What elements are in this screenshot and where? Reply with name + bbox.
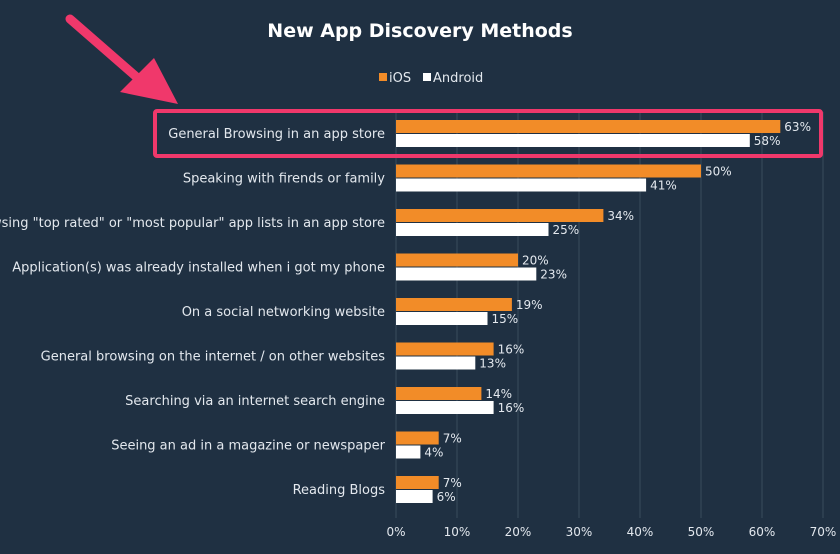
value-labels: 63%58%50%41%34%25%20%23%19%15%16%13%14%1… xyxy=(424,120,811,504)
value-label: 16% xyxy=(498,343,525,357)
value-label: 7% xyxy=(443,476,462,490)
x-tick-label: 30% xyxy=(566,525,593,539)
value-label: 23% xyxy=(540,268,567,282)
value-label: 63% xyxy=(784,120,811,134)
bar-ios xyxy=(396,120,781,133)
bar-ios xyxy=(396,387,482,400)
bar-android xyxy=(396,401,494,414)
bar-android xyxy=(396,312,488,325)
value-label: 19% xyxy=(516,298,543,312)
x-tick-label: 0% xyxy=(386,525,405,539)
bar-android xyxy=(396,267,537,281)
category-label: Application(s) was already installed whe… xyxy=(12,261,385,276)
legend-swatch-android xyxy=(423,73,431,81)
bar-ios xyxy=(396,253,518,267)
bar-android xyxy=(396,490,433,503)
x-tick-label: 60% xyxy=(749,525,776,539)
bar-android xyxy=(396,356,476,370)
value-label: 16% xyxy=(498,401,525,415)
bar-android xyxy=(396,223,549,236)
category-label: General browsing on the internet / on ot… xyxy=(41,350,386,365)
category-label: Browsing "top rated" or "most popular" a… xyxy=(0,216,385,231)
bar-ios xyxy=(396,476,439,489)
category-label: Searching via an internet search engine xyxy=(125,394,385,409)
value-label: 58% xyxy=(754,134,781,148)
bar-android xyxy=(396,178,647,192)
legend-label-ios: iOS xyxy=(389,71,411,86)
chart-title: New App Discovery Methods xyxy=(267,20,572,42)
x-tick-label: 10% xyxy=(444,525,471,539)
value-label: 15% xyxy=(492,312,519,326)
x-tick-label: 50% xyxy=(688,525,715,539)
value-label: 34% xyxy=(607,209,634,223)
bar-android xyxy=(396,445,421,459)
x-tick-label: 20% xyxy=(505,525,532,539)
legend-swatch-ios xyxy=(379,73,387,81)
bars xyxy=(396,120,781,503)
category-label: Speaking with firends or family xyxy=(183,172,385,187)
highlight-box xyxy=(153,109,823,158)
value-label: 14% xyxy=(485,387,512,401)
bar-ios xyxy=(396,209,604,222)
legend-label-android: Android xyxy=(433,71,483,86)
value-label: 50% xyxy=(705,165,732,179)
category-label: Reading Blogs xyxy=(293,483,386,498)
x-tick-label: 70% xyxy=(810,525,837,539)
value-label: 6% xyxy=(437,490,456,504)
value-label: 4% xyxy=(424,446,443,460)
bar-ios xyxy=(396,342,494,356)
value-label: 25% xyxy=(553,223,580,237)
bar-android xyxy=(396,134,750,147)
category-label: General Browsing in an app store xyxy=(168,127,385,142)
value-label: 41% xyxy=(650,179,677,193)
category-label: On a social networking website xyxy=(182,305,385,320)
bar-ios xyxy=(396,298,512,311)
x-axis-ticks: 0% 10% 20% 30% 40% 50% 60% 70% xyxy=(386,525,836,539)
pointer-arrow-icon xyxy=(65,14,178,104)
x-tick-label: 40% xyxy=(627,525,654,539)
category-label: Seeing an ad in a magazine or newspaper xyxy=(111,439,385,454)
value-label: 13% xyxy=(479,357,506,371)
value-label: 20% xyxy=(522,254,549,268)
legend: iOS Android xyxy=(379,71,483,86)
bar-ios xyxy=(396,431,439,445)
value-label: 7% xyxy=(443,432,462,446)
bar-ios xyxy=(396,164,701,178)
category-labels: General Browsing in an app store Speaking… xyxy=(0,127,386,498)
